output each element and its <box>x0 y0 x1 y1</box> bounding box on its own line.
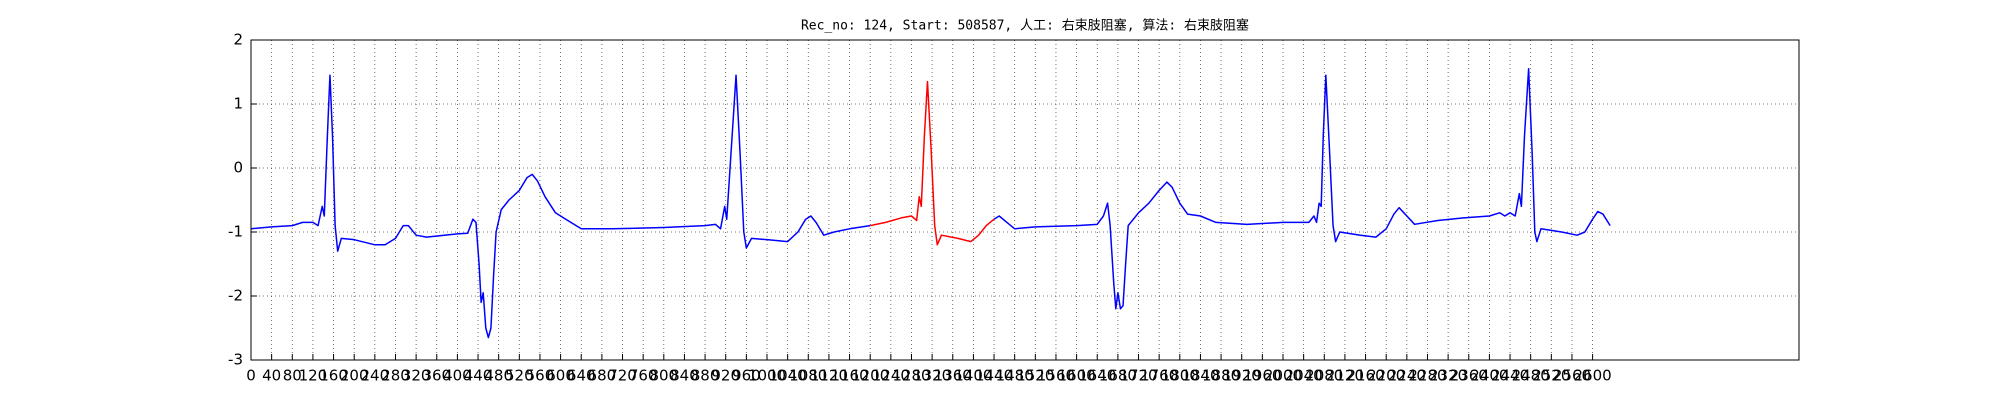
x-tick-label: 1320 <box>913 367 951 385</box>
x-tick-label: 760 <box>629 367 658 385</box>
x-tick-label: 560 <box>526 367 555 385</box>
x-tick-label: 40 <box>262 367 281 385</box>
x-tick-label: 600 <box>546 367 575 385</box>
plot-lines <box>250 68 1611 339</box>
x-tick-label: 1560 <box>1037 367 1075 385</box>
grid <box>250 39 1799 361</box>
x-tick-label: 1960 <box>1243 367 1281 385</box>
x-tick-label: 1240 <box>872 367 910 385</box>
y-tick-label: -3 <box>228 351 243 369</box>
x-tick-label: 2560 <box>1553 367 1591 385</box>
x-tick-label: 1640 <box>1078 367 1116 385</box>
x-tick-label: 2120 <box>1326 367 1364 385</box>
y-tick-label: 0 <box>233 159 243 177</box>
x-tick-label: 840 <box>670 367 699 385</box>
x-tick-label: 2000 <box>1264 367 1302 385</box>
x-tick-label: 440 <box>464 367 493 385</box>
x-tick-label: 1720 <box>1119 367 1157 385</box>
x-tick-label: 1800 <box>1161 367 1199 385</box>
x-tick-label: 1480 <box>996 367 1034 385</box>
x-tick-label: 2320 <box>1429 367 1467 385</box>
series-line <box>250 68 1611 339</box>
x-tick-label: 160 <box>319 367 348 385</box>
x-tick-label: 1520 <box>1016 367 1054 385</box>
x-tick-label: 2400 <box>1470 367 1508 385</box>
x-tick-label: 1840 <box>1181 367 1219 385</box>
x-tick-label: 2040 <box>1285 367 1323 385</box>
x-tick-label: 320 <box>402 367 431 385</box>
x-tick-label: 800 <box>649 367 678 385</box>
x-tick-label: 2440 <box>1491 367 1529 385</box>
x-tick-label: 720 <box>608 367 637 385</box>
y-tick-label: 1 <box>233 95 243 113</box>
x-tick-label: 480 <box>484 367 513 385</box>
y-tick-label: -2 <box>228 287 243 305</box>
x-tick-label: 1400 <box>954 367 992 385</box>
x-tick-label: 1200 <box>851 367 889 385</box>
chart-title: Rec_no: 124, Start: 508587, 人工: 右束肢阻塞, 算… <box>801 18 1249 34</box>
x-tick-label: 2080 <box>1305 367 1343 385</box>
x-tick-label: 1920 <box>1223 367 1261 385</box>
x-tick-label: 960 <box>732 367 761 385</box>
plot-frame <box>250 39 1800 361</box>
x-tick-label: 400 <box>443 367 472 385</box>
x-tick-label: 640 <box>567 367 596 385</box>
x-tick-label: 120 <box>299 367 328 385</box>
x-tick-label: 920 <box>711 367 740 385</box>
x-tick-label: 1080 <box>789 367 827 385</box>
x-tick-label: 520 <box>505 367 534 385</box>
x-tick-label: 1360 <box>934 367 972 385</box>
x-tick-label: 1040 <box>769 367 807 385</box>
y-tick-label: -1 <box>228 223 243 241</box>
x-tick-label: 360 <box>422 367 451 385</box>
x-tick-label: 1280 <box>892 367 930 385</box>
x-tick-label: 1760 <box>1140 367 1178 385</box>
x-tick-label: 2520 <box>1532 367 1570 385</box>
x-tick-label: 1600 <box>1058 367 1096 385</box>
x-tick-label: 2600 <box>1574 367 1612 385</box>
y-tick-label: 2 <box>233 31 243 49</box>
x-tick-label: 1440 <box>975 367 1013 385</box>
x-tick-label: 1120 <box>810 367 848 385</box>
x-tick-label: 2360 <box>1450 367 1488 385</box>
x-tick-label: 880 <box>691 367 720 385</box>
x-tick-label: 1160 <box>830 367 868 385</box>
x-tick-label: 1680 <box>1099 367 1137 385</box>
x-tick-label: 2160 <box>1346 367 1384 385</box>
x-tick-label: 1000 <box>748 367 786 385</box>
x-tick-label: 80 <box>283 367 302 385</box>
x-tick-label: 1880 <box>1202 367 1240 385</box>
x-tick-label: 0 <box>246 367 256 385</box>
x-tick-label: 2480 <box>1512 367 1550 385</box>
x-tick-label: 2200 <box>1367 367 1405 385</box>
x-tick-label: 200 <box>340 367 369 385</box>
x-tick-label: 2280 <box>1408 367 1446 385</box>
x-tick-label: 680 <box>588 367 617 385</box>
series-line <box>870 80 995 246</box>
x-tick-label: 280 <box>381 367 410 385</box>
x-tick-label: 240 <box>361 367 390 385</box>
x-tick-label: 2240 <box>1388 367 1426 385</box>
